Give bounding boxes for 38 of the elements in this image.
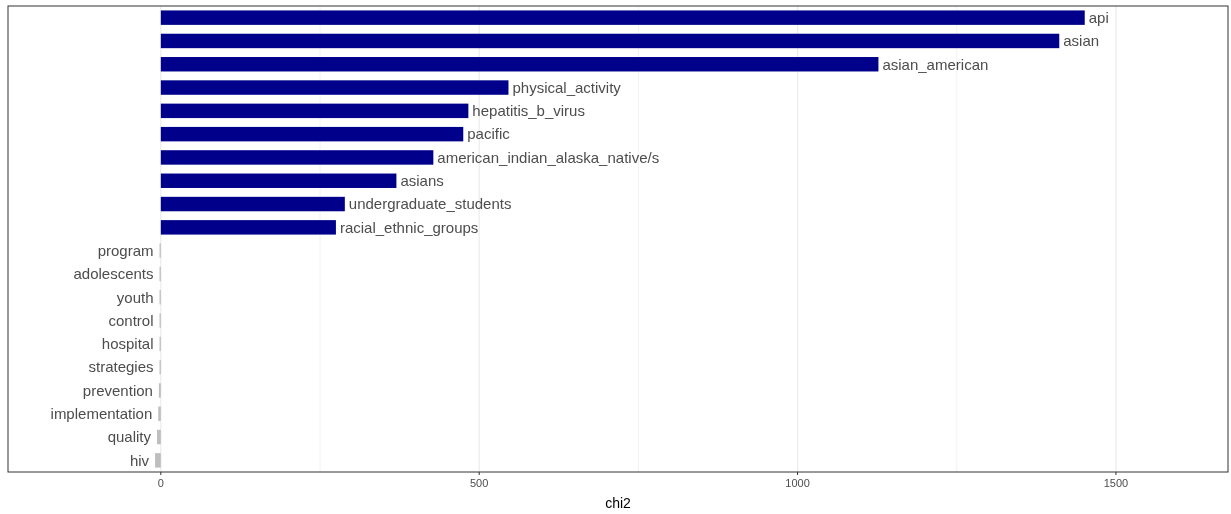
y-tick-label: api — [1088, 8, 1109, 26]
y-tick-label: racial_ethnic_groups — [339, 218, 479, 236]
y-tick-label: asian — [1063, 32, 1100, 50]
y-tick-label: quality — [107, 428, 152, 446]
y-tick-label: strategies — [88, 358, 154, 376]
bar — [157, 429, 161, 445]
y-tick-label: asian_american — [882, 55, 989, 73]
x-tick-label: 0 — [157, 477, 164, 489]
bar — [155, 453, 161, 468]
bar — [160, 33, 1060, 49]
y-tick-label: adolescents — [73, 265, 154, 283]
bar — [160, 103, 469, 119]
y-tick-label: undergraduate_students — [348, 195, 512, 213]
y-tick-label: hospital — [101, 335, 154, 353]
bar — [160, 196, 345, 212]
y-tick-label: physical_activity — [512, 78, 622, 96]
y-tick-label: hepatitis_b_virus — [472, 102, 585, 120]
y-tick-label: youth — [116, 288, 154, 306]
y-tick-label: implementation — [50, 405, 153, 422]
bar — [160, 57, 879, 72]
x-tick-label: 500 — [470, 477, 489, 489]
bar — [158, 406, 161, 421]
x-tick-label: 1000 — [785, 477, 810, 489]
bar — [160, 10, 1085, 25]
bar — [160, 173, 397, 188]
y-tick-label: program — [97, 241, 154, 259]
y-tick-label: prevention — [82, 381, 153, 399]
bar — [160, 126, 464, 142]
y-tick-label: pacific — [467, 125, 511, 143]
bar — [160, 220, 336, 235]
y-tick-label: american_indian_alaska_native/s — [437, 148, 660, 166]
x-tick-label: 1500 — [1103, 477, 1129, 489]
x-axis-title: chi2 — [605, 495, 632, 511]
y-tick-label: control — [108, 311, 154, 329]
bar — [160, 80, 509, 95]
y-tick-label: asians — [400, 172, 444, 189]
y-tick-label: hiv — [129, 451, 150, 469]
bar — [160, 150, 434, 165]
